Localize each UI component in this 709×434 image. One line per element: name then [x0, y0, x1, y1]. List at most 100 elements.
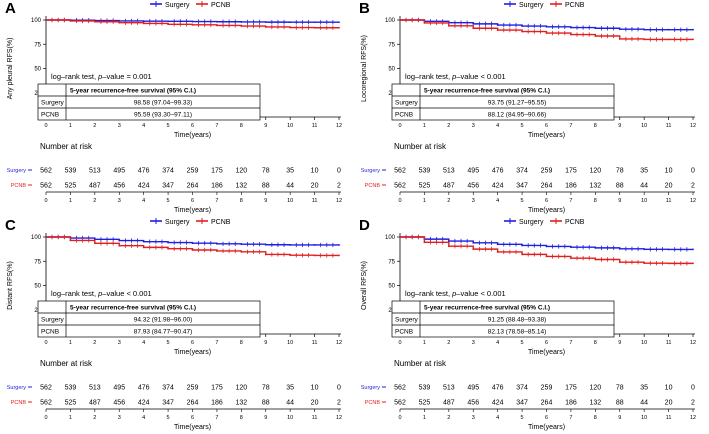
risk-x-tick-label: 8: [240, 415, 243, 421]
rfs-table-group: Surgery: [41, 317, 65, 324]
series-surgery-point: [142, 20, 145, 23]
risk-surgery-count: 10: [665, 168, 673, 175]
risk-pcnb-count: 44: [286, 400, 294, 407]
panel-letter: C: [5, 217, 16, 234]
series-pcnb-point: [618, 261, 621, 264]
risk-surgery-count: 495: [467, 168, 479, 175]
series-pcnb-point: [338, 254, 340, 257]
series-surgery-point: [643, 28, 646, 31]
risk-x-tick-label: 5: [521, 415, 524, 421]
risk-x-axis-title: Time(years): [174, 207, 211, 214]
y-tick-label: 100: [31, 235, 42, 241]
risk-x-tick-label: 4: [142, 198, 145, 204]
legend-surgery-label: Surgery: [519, 2, 544, 9]
risk-x-tick-label: 5: [521, 198, 524, 204]
x-tick-label: 2: [93, 123, 96, 129]
series-surgery-point: [313, 244, 316, 246]
risk-title: Number at risk: [40, 359, 93, 368]
x-tick-label: 4: [496, 340, 499, 346]
series-surgery-point: [472, 22, 475, 25]
risk-x-tick-label: 1: [423, 198, 426, 204]
risk-pcnb-count: 456: [467, 183, 479, 190]
risk-pcnb-count: 44: [640, 400, 648, 407]
series-pcnb-point: [594, 35, 597, 37]
series-surgery-point: [545, 245, 548, 248]
series-surgery-point: [643, 248, 646, 251]
x-tick-label: 5: [167, 123, 170, 129]
risk-surgery-count: 539: [65, 385, 77, 392]
risk-surgery-count: 374: [162, 168, 174, 175]
risk-x-tick-label: 1: [423, 415, 426, 421]
risk-x-tick-label: 10: [287, 198, 293, 204]
risk-pcnb-count: 562: [40, 183, 52, 190]
panel-b: BSurgeryPCNB02550751000123456789101112Ti…: [359, 0, 696, 214]
logrank-prefix: log–rank test,: [405, 72, 452, 81]
risk-x-tick-label: 9: [264, 415, 267, 421]
x-tick-label: 1: [69, 123, 72, 129]
risk-pcnb-count: 424: [138, 183, 150, 190]
x-tick-label: 11: [312, 340, 318, 346]
risk-x-tick-label: 9: [618, 415, 621, 421]
risk-label-pcnb: PCNB: [365, 400, 381, 406]
series-surgery-point: [618, 28, 621, 31]
legend-pcnb-label: PCNB: [565, 219, 585, 226]
panel-letter: A: [5, 0, 16, 17]
risk-pcnb-count: 264: [187, 400, 199, 407]
series-surgery-point: [167, 241, 169, 244]
risk-surgery-count: 259: [187, 168, 199, 175]
risk-label-surgery: Surgery: [7, 168, 27, 174]
risk-pcnb-count: 525: [65, 183, 77, 190]
series-pcnb-point: [338, 26, 340, 29]
x-tick-label: 7: [569, 123, 572, 129]
legend: Surgery PCNB: [150, 218, 231, 226]
x-axis-title: Time(years): [528, 349, 565, 356]
series-surgery-point: [264, 243, 267, 246]
risk-surgery-count: 513: [89, 168, 101, 175]
logrank-prefix: log–rank test,: [405, 289, 452, 298]
risk-surgery-count: 78: [262, 385, 270, 392]
risk-pcnb-count: 424: [492, 183, 504, 190]
y-tick-label: 75: [34, 42, 41, 48]
x-tick-label: 6: [191, 340, 194, 346]
series-surgery-point: [667, 248, 670, 251]
series-surgery-point: [240, 243, 243, 246]
risk-pcnb-count: 20: [665, 183, 673, 190]
x-tick-label: 11: [666, 340, 672, 346]
risk-x-tick-label: 0: [398, 198, 401, 204]
series-pcnb-point: [69, 239, 72, 242]
y-tick-label: 50: [34, 67, 41, 73]
series-pcnb-point: [472, 248, 475, 251]
x-tick-label: 3: [118, 340, 121, 346]
rfs-table-group: Surgery: [395, 100, 419, 107]
x-tick-label: 7: [215, 123, 218, 129]
rfs-table: 5-year recurrence-free survival (95% C.I…: [37, 83, 261, 121]
x-tick-label: 12: [336, 340, 342, 346]
series-surgery-point: [240, 21, 243, 23]
series-surgery-point: [338, 21, 340, 24]
series-surgery-point: [521, 25, 523, 27]
x-tick-label: 12: [690, 340, 696, 346]
risk-pcnb-count: 264: [541, 183, 553, 190]
logrank-p: p: [451, 289, 456, 298]
y-axis-title: Locoregional RFS(%): [361, 35, 368, 102]
x-tick-label: 9: [618, 340, 621, 346]
series-pcnb-point: [313, 254, 316, 257]
risk-surgery-count: 539: [419, 385, 431, 392]
panel-letter: D: [359, 217, 370, 234]
risk-surgery-count: 476: [138, 168, 150, 175]
risk-surgery-count: 539: [419, 168, 431, 175]
risk-x-tick-label: 1: [69, 198, 72, 204]
series-surgery-line: [400, 236, 693, 251]
risk-x-tick-label: 3: [118, 198, 121, 204]
risk-pcnb-count: 562: [40, 400, 52, 407]
x-axis-title: Time(years): [174, 349, 211, 356]
series-surgery-point: [289, 21, 292, 24]
x-tick-label: 0: [398, 123, 401, 129]
risk-pcnb-count: 487: [443, 400, 455, 407]
risk-surgery-count: 35: [286, 168, 294, 175]
risk-surgery-count: 35: [286, 385, 294, 392]
x-tick-label: 0: [398, 340, 401, 346]
risk-x-tick-label: 11: [312, 415, 318, 421]
